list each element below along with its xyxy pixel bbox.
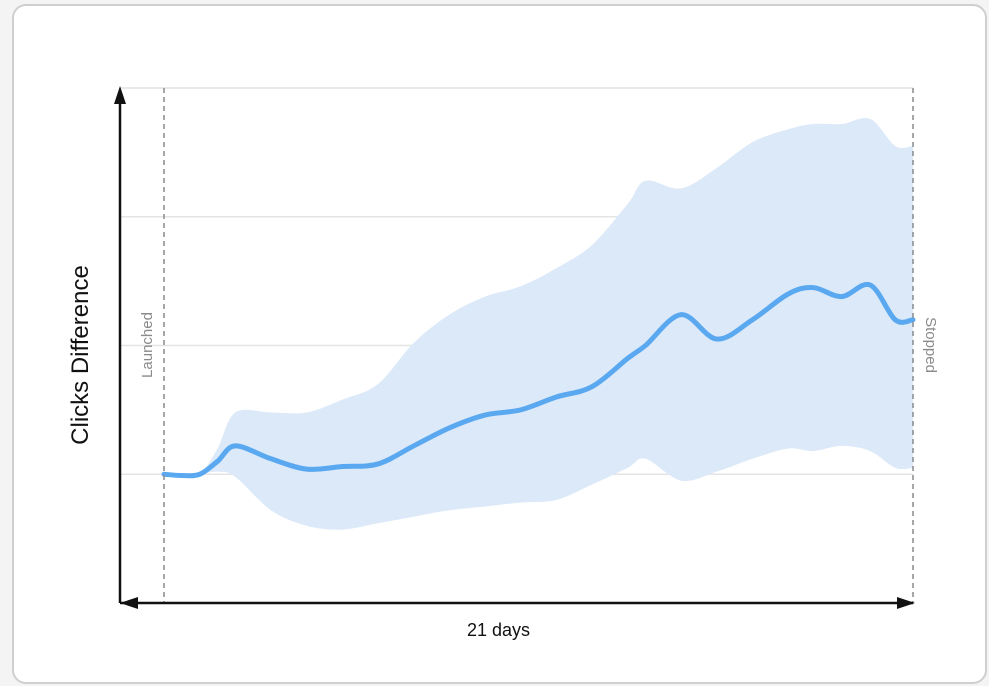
stopped-label: Stopped <box>922 317 939 373</box>
y-axis-label: Clicks Difference <box>67 265 94 445</box>
confidence-band <box>164 117 913 530</box>
x-axis-label: 21 days <box>467 620 530 640</box>
y-axis-arrow-icon <box>114 86 126 104</box>
clicks-difference-line <box>161 281 916 479</box>
launched-label: Launched <box>139 312 156 378</box>
x-axis-right-arrow-icon <box>897 597 915 609</box>
x-axis-left-arrow-icon <box>120 597 138 609</box>
